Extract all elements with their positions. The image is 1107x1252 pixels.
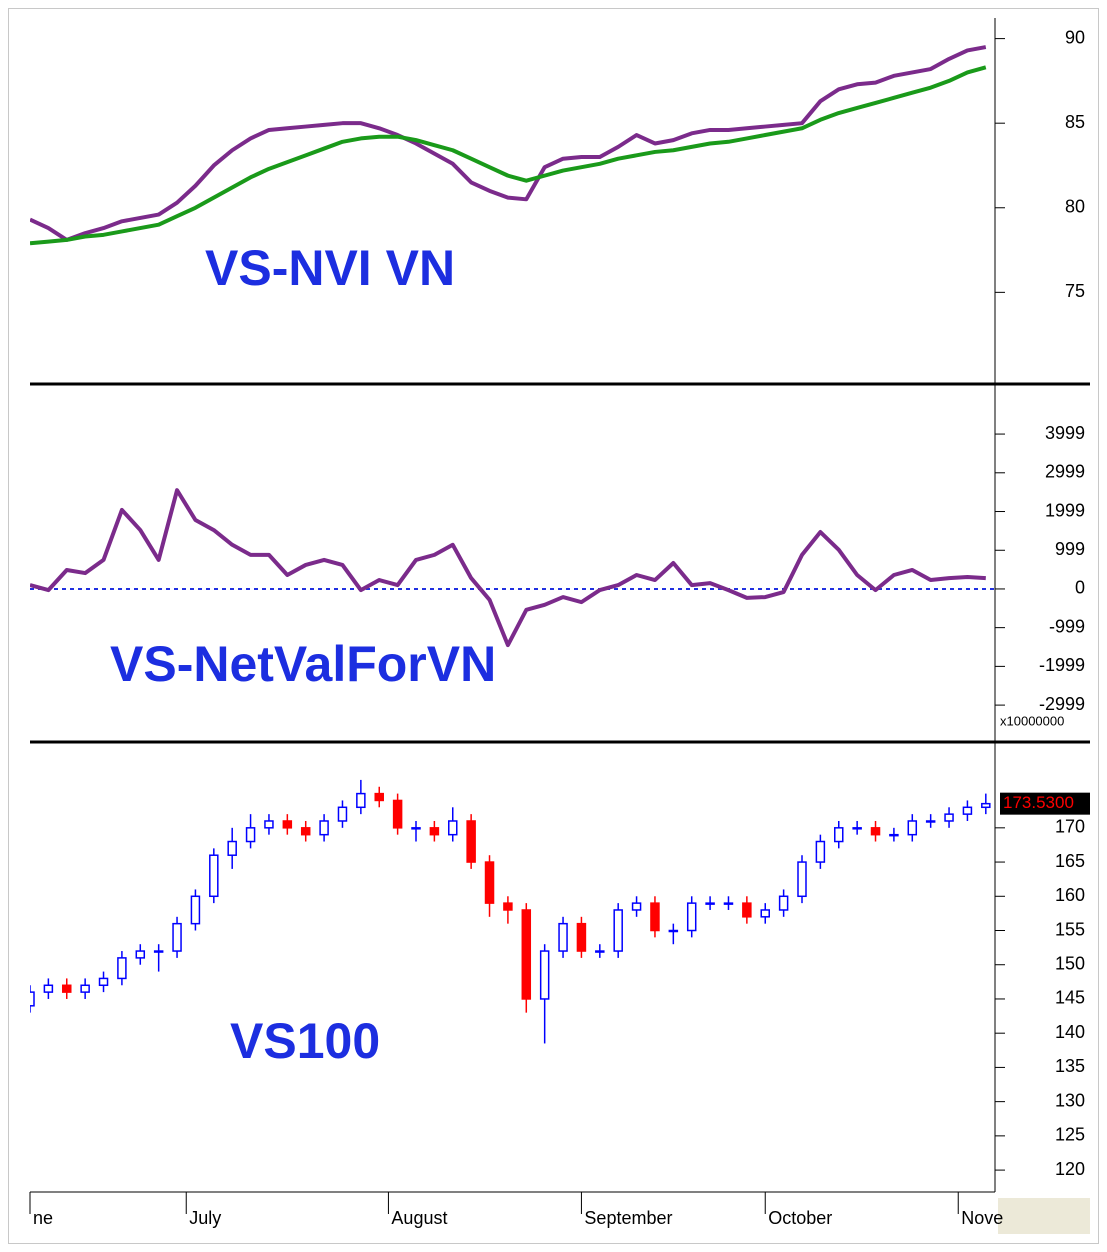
- candle-body: [944, 813, 954, 822]
- candle-body: [374, 792, 384, 802]
- panel-title: VS-NVI VN: [205, 240, 455, 296]
- x-tick-label: September: [584, 1208, 672, 1228]
- candle-body: [429, 827, 440, 836]
- candle-body: [466, 820, 476, 863]
- candle-body: [245, 827, 256, 843]
- candle-body: [484, 861, 495, 904]
- frame: [8, 8, 1099, 1244]
- y-tick-label: -1999: [1039, 655, 1085, 675]
- x-tick-label: July: [189, 1208, 221, 1228]
- panel-title: VS-NetValForVN: [110, 636, 496, 692]
- y-tick-label: 130: [1055, 1090, 1085, 1110]
- x-tick-label: August: [391, 1208, 447, 1228]
- y-tick-label: 3999: [1045, 423, 1085, 443]
- candle-body: [117, 957, 127, 980]
- candle-body: [981, 802, 991, 809]
- candle-body: [723, 902, 734, 905]
- candle-body: [411, 827, 421, 830]
- candle-body: [650, 902, 660, 932]
- candle-body: [558, 922, 568, 952]
- candle-body: [153, 950, 164, 953]
- candle-body: [209, 854, 219, 898]
- candle-body: [43, 984, 54, 993]
- candle-body: [595, 950, 605, 953]
- candle-body: [80, 984, 90, 993]
- y-tick-label: 150: [1055, 953, 1085, 973]
- candle-body: [613, 909, 623, 952]
- y-tick-label: 120: [1055, 1159, 1085, 1179]
- y-tick-label: 165: [1055, 851, 1085, 871]
- y-tick-label: 80: [1065, 197, 1085, 217]
- candle-body: [870, 827, 881, 836]
- y-tick-label: 85: [1065, 112, 1085, 132]
- candle-body: [319, 820, 329, 836]
- line-series: [30, 65, 987, 246]
- y-tick-label: 160: [1055, 885, 1085, 905]
- y-tick-label: 1999: [1045, 500, 1085, 520]
- panel-title: VS100: [230, 1013, 380, 1069]
- multiplier-label: x10000000: [1000, 713, 1064, 728]
- candle-body: [889, 833, 899, 837]
- y-tick-label: 155: [1055, 919, 1085, 939]
- line-series: [30, 488, 986, 648]
- candle-body: [98, 977, 109, 987]
- candle-body: [135, 950, 146, 959]
- candle-body: [190, 895, 201, 925]
- last-price-box: [1000, 792, 1090, 815]
- line-series: [30, 45, 987, 242]
- last-price-label: 173.5300: [1003, 793, 1074, 812]
- candle-body: [778, 895, 789, 911]
- y-tick-label: 75: [1065, 281, 1085, 301]
- candle-body: [668, 929, 679, 933]
- plot-area: [30, 45, 987, 246]
- y-tick-label: 140: [1055, 1022, 1085, 1042]
- y-tick-label: -999: [1049, 616, 1085, 636]
- y-tick-label: 999: [1055, 539, 1085, 559]
- candle-body: [282, 820, 293, 829]
- candle-body: [834, 827, 844, 843]
- candle-body: [852, 827, 862, 830]
- candle-body: [539, 950, 550, 1000]
- corner-box: [998, 1198, 1090, 1234]
- candle-body: [797, 861, 807, 898]
- y-tick-label: -2999: [1039, 694, 1085, 714]
- candle-body: [742, 902, 752, 918]
- candle-body: [227, 840, 237, 856]
- plot-area: [30, 488, 995, 648]
- candle-body: [62, 984, 72, 993]
- y-tick-label: 145: [1055, 988, 1085, 1008]
- candle-body: [686, 902, 697, 932]
- candle-body: [503, 902, 513, 911]
- candle-body: [925, 820, 936, 823]
- x-tick-label: ne: [33, 1208, 53, 1228]
- candle-body: [705, 902, 715, 905]
- plot-area: [30, 779, 991, 1044]
- candle-body: [962, 806, 973, 815]
- candle-body: [521, 909, 532, 1000]
- y-tick-label: 125: [1055, 1125, 1085, 1145]
- candle-body: [172, 922, 182, 952]
- candle-body: [264, 820, 274, 829]
- y-tick-label: 2999: [1045, 462, 1085, 482]
- candle-body: [815, 840, 826, 863]
- candle-body: [300, 827, 311, 836]
- candle-body: [356, 792, 366, 809]
- candle-body: [392, 799, 403, 829]
- y-tick-label: 90: [1065, 27, 1085, 47]
- y-tick-label: 170: [1055, 817, 1085, 837]
- x-tick-label: October: [768, 1208, 832, 1228]
- y-tick-label: 0: [1075, 578, 1085, 598]
- x-tick-label: Nove: [961, 1208, 1003, 1228]
- y-tick-label: 135: [1055, 1056, 1085, 1076]
- candle-body: [30, 991, 35, 1007]
- candle-body: [576, 922, 587, 952]
- candle-body: [907, 820, 918, 836]
- candle-body: [337, 806, 348, 822]
- candle-body: [760, 909, 770, 918]
- candle-body: [631, 902, 642, 911]
- candle-body: [448, 820, 458, 836]
